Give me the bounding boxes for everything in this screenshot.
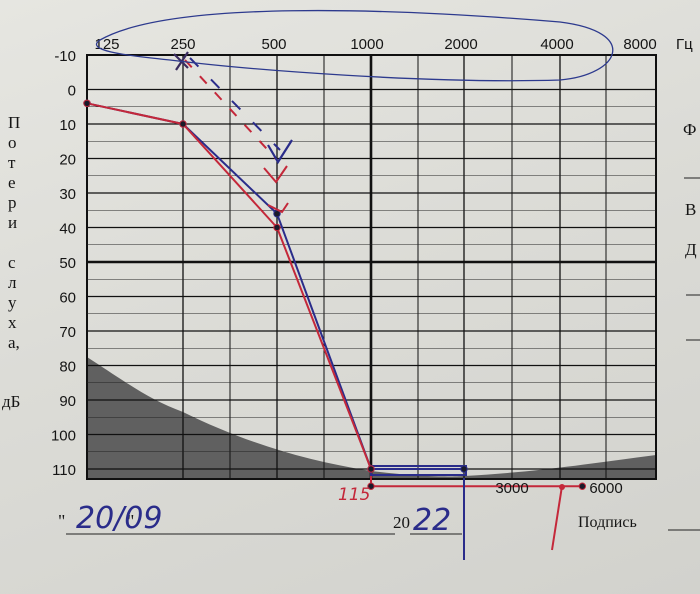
- x-tick-label: 2000: [444, 36, 477, 53]
- handwritten-date: 20/09: [76, 501, 162, 536]
- y-tick-label: -10: [54, 48, 76, 65]
- svg-text:П: П: [8, 113, 20, 132]
- x-tick-label: 250: [170, 36, 195, 53]
- data-point: [179, 120, 187, 128]
- margin-letter: Д: [685, 240, 697, 259]
- svg-text:": ": [127, 511, 134, 531]
- bone-mark: [263, 165, 288, 184]
- handwritten-115: 115: [338, 485, 370, 505]
- y-tick-label: 50: [59, 255, 76, 272]
- svg-text:с: с: [8, 253, 16, 272]
- ink-stroke: [551, 485, 563, 551]
- svg-text:р: р: [8, 193, 17, 212]
- data-point: [559, 484, 565, 490]
- y-tick-label: 30: [59, 186, 76, 203]
- y-tick-label: 90: [59, 393, 76, 410]
- svg-text:": ": [58, 511, 65, 531]
- handwritten-year: 22: [413, 503, 451, 538]
- date-line: " " 20/09 20 22 Подпись: [58, 501, 700, 538]
- data-point: [83, 99, 91, 108]
- data-point: [578, 482, 587, 490]
- margin-letter: Ф: [683, 120, 696, 139]
- y-tick-label: 0: [68, 83, 76, 100]
- svg-text:х: х: [8, 313, 17, 332]
- x-tick-label: 500: [261, 36, 286, 53]
- data-point: [367, 482, 375, 490]
- series-line-dashed: [184, 59, 278, 161]
- y-tick-label: 100: [51, 428, 76, 445]
- data-point: [460, 465, 468, 473]
- svg-text:л: л: [8, 273, 17, 292]
- series-line: [86, 102, 583, 488]
- series-line-dashed: [189, 57, 281, 151]
- x-unit-label: Гц: [676, 36, 693, 53]
- x-tick-bottom-3000: 3000: [495, 480, 528, 497]
- y-tick-label: 60: [59, 290, 76, 307]
- svg-text:20: 20: [393, 513, 410, 532]
- svg-text:а,: а,: [8, 333, 20, 352]
- hand-drawn-circle: [95, 9, 614, 82]
- y-tick-label: 40: [59, 221, 76, 238]
- svg-text:е: е: [8, 173, 16, 192]
- y-axis-label: П о т е р и с л у х а, дБ: [2, 113, 20, 411]
- y-tick-label: 20: [59, 152, 76, 169]
- y-tick-label: 80: [59, 359, 76, 376]
- bone-mark: [267, 139, 293, 165]
- bone-mark: [267, 202, 289, 214]
- signature-label: Подпись: [578, 514, 637, 531]
- margin-letters: Ф В Д: [683, 120, 700, 341]
- x-tick-label: 4000: [540, 36, 573, 53]
- svg-text:и: и: [8, 213, 17, 232]
- data-point: [273, 223, 281, 232]
- data-point: [367, 465, 375, 473]
- margin-letter: В: [685, 200, 696, 219]
- svg-text:у: у: [8, 293, 17, 312]
- y-tick-label: 110: [52, 462, 76, 479]
- svg-text:дБ: дБ: [2, 392, 20, 411]
- y-tick-label: 70: [59, 324, 76, 341]
- x-tick-label: 8000: [623, 36, 656, 53]
- svg-text:т: т: [8, 153, 16, 172]
- y-tick-label: 10: [59, 117, 76, 134]
- svg-text:о: о: [8, 133, 17, 152]
- threshold-shaded-region: [87, 357, 656, 479]
- x-tick-bottom-6000: 6000: [589, 480, 622, 497]
- x-tick-label: 1000: [350, 36, 383, 53]
